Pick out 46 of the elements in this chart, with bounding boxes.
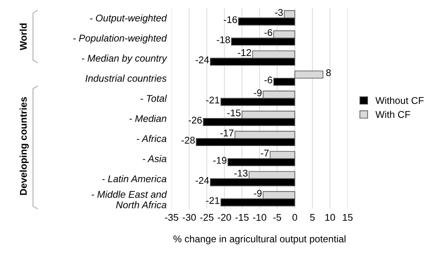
x-tick-label: -25 <box>200 214 214 221</box>
y-tick-label: - Latin America <box>102 175 166 182</box>
data-label: -16 <box>224 16 237 24</box>
data-label: -9 <box>254 190 262 197</box>
text: Developing countries <box>20 97 29 195</box>
data-label: -13 <box>234 170 248 177</box>
x-tick-label: -35 <box>165 214 178 221</box>
data-label: -24 <box>196 176 209 184</box>
y-tick-label: - Middle East and North Africa <box>92 190 167 208</box>
y-tick-label: Industrial countries <box>86 74 167 82</box>
y-tick-label: - Output-weighted <box>90 14 167 24</box>
x-tick-label: -20 <box>218 214 232 221</box>
data-label: 8 <box>326 69 331 76</box>
data-label: -24 <box>196 56 209 64</box>
data-label: -26 <box>188 116 202 124</box>
x-tick-label: 0 <box>292 214 298 221</box>
x-tick-label: 5 <box>310 214 315 221</box>
data-label: -28 <box>182 136 195 144</box>
data-label: -18 <box>216 36 230 44</box>
x-tick-label: 15 <box>342 214 353 221</box>
text: World <box>20 23 27 50</box>
data-label: -19 <box>213 156 226 164</box>
data-label: -3 <box>274 8 283 16</box>
y-tick-label: - Africa <box>136 134 166 142</box>
data-label: -21 <box>206 197 220 204</box>
x-tick-label: -15 <box>235 214 249 221</box>
data-label: -6 <box>264 29 272 36</box>
legend-label: With CF <box>375 110 410 118</box>
legend-label: Without CF <box>375 96 424 104</box>
data-label: -17 <box>220 130 234 136</box>
x-tick-label: -5 <box>273 214 282 221</box>
x-tick-label: -30 <box>182 214 196 221</box>
x-tick-label: 10 <box>325 214 336 221</box>
x-axis-title: % change in agricultural output potential <box>173 235 346 244</box>
data-label: -6 <box>264 76 272 84</box>
y-tick-label: - Total <box>140 94 167 102</box>
y-tick-label: - Population-weighted <box>73 34 167 44</box>
data-label: -12 <box>238 49 252 56</box>
data-label: -7 <box>260 150 269 156</box>
data-label: -9 <box>254 89 262 96</box>
data-label: -15 <box>227 110 241 116</box>
data-label: -21 <box>206 96 220 104</box>
y-tick-label: - Asia <box>142 155 166 162</box>
y-tick-label: - Median by country <box>82 54 168 64</box>
y-tick-label: - Median <box>129 114 166 122</box>
x-tick-label: -10 <box>253 214 266 221</box>
